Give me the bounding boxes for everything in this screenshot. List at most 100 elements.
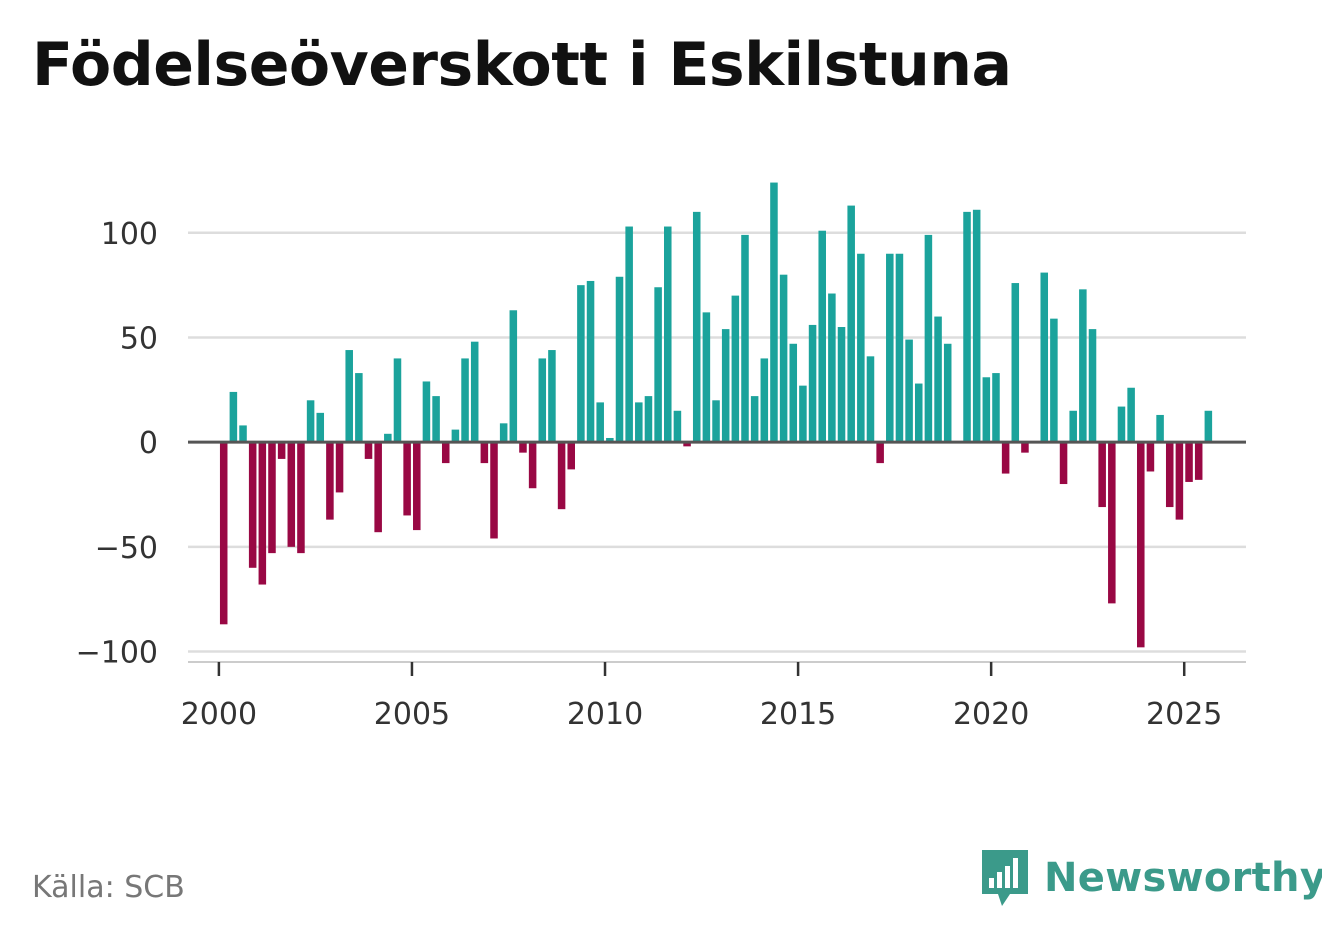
bar[interactable]	[731, 295, 740, 443]
bar[interactable]	[1165, 442, 1174, 508]
bar[interactable]	[963, 211, 971, 443]
bar[interactable]	[1059, 442, 1068, 485]
bar[interactable]	[1175, 442, 1184, 520]
bar[interactable]	[413, 442, 421, 531]
bar[interactable]	[248, 442, 257, 568]
bar[interactable]	[557, 442, 566, 510]
bar[interactable]	[1088, 329, 1097, 443]
bar[interactable]	[1098, 442, 1106, 508]
bar[interactable]	[1079, 289, 1087, 443]
bar[interactable]	[625, 226, 633, 443]
bar[interactable]	[770, 182, 778, 443]
brand-logo[interactable]: Newsworthy	[980, 848, 1322, 908]
bar[interactable]	[277, 442, 286, 459]
bar[interactable]	[229, 391, 238, 443]
bar[interactable]	[992, 373, 1000, 443]
bar[interactable]	[596, 402, 604, 443]
bar[interactable]	[528, 442, 537, 489]
bar[interactable]	[1011, 283, 1020, 443]
bar[interactable]	[760, 358, 769, 443]
bar[interactable]	[1021, 442, 1029, 453]
bar[interactable]	[480, 442, 489, 464]
bar[interactable]	[326, 442, 334, 520]
bar[interactable]	[258, 442, 267, 585]
bar[interactable]	[1185, 442, 1193, 482]
bar[interactable]	[828, 293, 836, 443]
bar[interactable]	[886, 253, 894, 443]
bar[interactable]	[789, 343, 798, 443]
bar[interactable]	[403, 442, 411, 516]
bar[interactable]	[1137, 442, 1145, 648]
bar[interactable]	[297, 442, 305, 554]
bar[interactable]	[451, 429, 460, 443]
bar[interactable]	[635, 402, 643, 443]
bar[interactable]	[866, 356, 875, 443]
bar[interactable]	[219, 442, 228, 625]
bar[interactable]	[1069, 410, 1077, 443]
bar[interactable]	[664, 226, 672, 443]
bar[interactable]	[692, 211, 701, 443]
bar[interactable]	[606, 437, 614, 443]
bar[interactable]	[509, 310, 518, 443]
bar[interactable]	[567, 442, 575, 470]
bar[interactable]	[441, 442, 450, 464]
bar[interactable]	[306, 400, 315, 443]
bar[interactable]	[345, 350, 353, 443]
bar[interactable]	[615, 276, 624, 443]
bar[interactable]	[470, 341, 479, 443]
bar[interactable]	[779, 274, 788, 443]
bar[interactable]	[374, 442, 382, 533]
bar[interactable]	[1117, 406, 1126, 443]
bar[interactable]	[972, 209, 981, 443]
bar[interactable]	[914, 383, 923, 443]
bar[interactable]	[1156, 414, 1164, 443]
bar[interactable]	[393, 358, 402, 443]
bar[interactable]	[1127, 387, 1135, 443]
bar[interactable]	[702, 312, 711, 443]
bar[interactable]	[316, 412, 325, 443]
bar[interactable]	[847, 205, 855, 443]
bar[interactable]	[905, 339, 913, 443]
bar[interactable]	[712, 400, 720, 443]
bar[interactable]	[239, 425, 247, 443]
bar[interactable]	[808, 324, 817, 443]
bar[interactable]	[422, 381, 431, 443]
bar[interactable]	[876, 442, 884, 464]
bar[interactable]	[721, 329, 730, 443]
bar[interactable]	[499, 423, 508, 443]
bar[interactable]	[654, 287, 662, 443]
bar[interactable]	[1050, 318, 1058, 443]
bar[interactable]	[461, 358, 469, 443]
bar[interactable]	[384, 433, 392, 443]
bar[interactable]	[683, 442, 691, 447]
bar[interactable]	[364, 442, 373, 459]
bar[interactable]	[577, 285, 585, 443]
bar[interactable]	[287, 442, 296, 547]
bar[interactable]	[432, 396, 440, 443]
bar[interactable]	[799, 385, 807, 443]
bar[interactable]	[490, 442, 498, 539]
bar[interactable]	[335, 442, 344, 493]
bar[interactable]	[519, 442, 527, 453]
bar[interactable]	[355, 373, 363, 443]
bar[interactable]	[1001, 442, 1010, 474]
bar[interactable]	[924, 234, 933, 443]
bar[interactable]	[644, 396, 653, 443]
bar[interactable]	[857, 253, 865, 443]
bar[interactable]	[548, 350, 556, 443]
bar[interactable]	[934, 316, 942, 443]
bar[interactable]	[982, 377, 991, 443]
bar[interactable]	[741, 234, 749, 443]
bar[interactable]	[818, 230, 826, 443]
bar[interactable]	[586, 280, 595, 443]
bar[interactable]	[538, 358, 547, 443]
bar[interactable]	[750, 396, 759, 443]
bar[interactable]	[1040, 272, 1049, 443]
bar[interactable]	[943, 343, 952, 443]
bar[interactable]	[673, 410, 682, 443]
bar[interactable]	[1146, 442, 1155, 472]
bar[interactable]	[1204, 410, 1213, 443]
bar[interactable]	[1108, 442, 1116, 604]
bar[interactable]	[837, 327, 846, 443]
bar[interactable]	[268, 442, 276, 554]
